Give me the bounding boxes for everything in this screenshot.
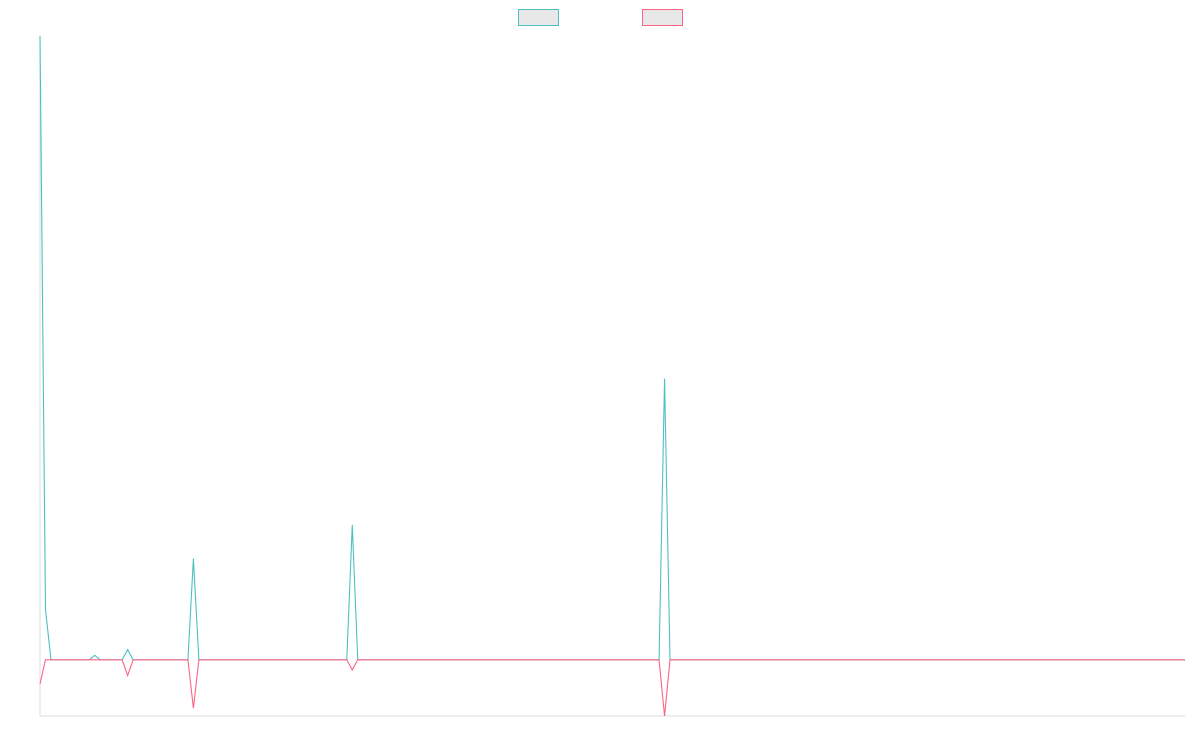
series-group [39, 35, 1185, 717]
series-line-2 [39, 659, 1185, 717]
series-line-1 [39, 35, 1185, 661]
legend-swatch-2 [642, 9, 683, 26]
axes [39, 36, 1185, 717]
legend-swatch-1 [518, 9, 559, 26]
legend [518, 9, 683, 26]
